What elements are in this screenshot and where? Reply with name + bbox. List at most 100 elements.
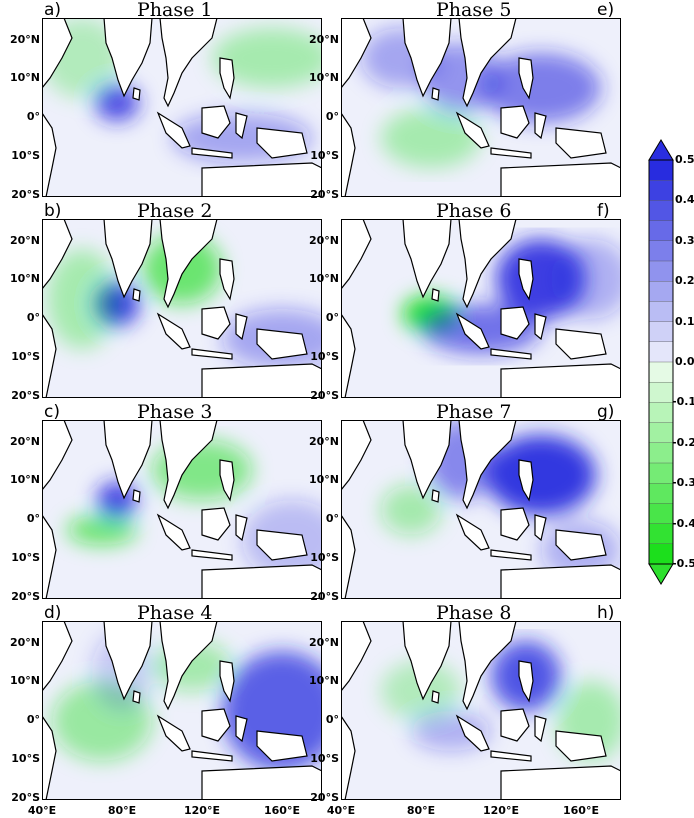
colorbar-band <box>648 462 674 484</box>
coastline <box>42 621 73 692</box>
latitude-tick-label: 20°S <box>11 590 40 603</box>
coastline <box>341 621 372 692</box>
coastline <box>191 147 233 159</box>
coastline <box>431 489 440 503</box>
latitude-tick-label: 0° <box>325 512 339 525</box>
colorbar-tick-label: -0.2 <box>672 435 694 449</box>
coastline <box>402 420 452 500</box>
latitude-tick-label: 20°S <box>310 389 339 402</box>
colorbar-lower-arrow <box>648 563 674 585</box>
map-frame <box>42 18 322 197</box>
colorbar-band <box>648 341 674 363</box>
colorbar-tick-label: 0.5 <box>675 153 694 166</box>
coastline <box>201 162 322 197</box>
coastline <box>455 513 490 551</box>
coastline <box>42 420 73 491</box>
panel-title: Phase 5 <box>436 0 512 21</box>
colorbar-upper-arrow <box>648 139 674 161</box>
coastline <box>201 708 231 742</box>
negative-anomaly-region <box>212 28 322 88</box>
coastline <box>500 765 621 800</box>
coastline <box>555 127 607 159</box>
coastline <box>201 507 231 541</box>
longitude-tick-label: 80°E <box>406 804 436 817</box>
map-panel-phase-2 <box>42 219 322 398</box>
coastline <box>341 420 372 491</box>
coastline <box>490 750 532 762</box>
positive-anomaly-region <box>486 435 596 515</box>
coastline <box>156 312 191 350</box>
coastline <box>500 564 621 599</box>
coastline <box>235 112 248 140</box>
coastline <box>534 715 547 743</box>
coastline <box>132 690 141 704</box>
coastline <box>458 219 517 309</box>
map-panel-phase-4 <box>42 621 322 800</box>
positive-anomaly-region <box>551 239 621 319</box>
latitude-tick-label: 20°S <box>310 791 339 804</box>
latitude-tick-label: 20°S <box>11 389 40 402</box>
latitude-tick-label: 10°N <box>9 473 40 486</box>
coastline <box>518 459 534 502</box>
colorbar-tick-label: 0.3 <box>675 233 694 247</box>
coastline <box>555 529 607 561</box>
latitude-tick-label: 0° <box>26 512 40 525</box>
positive-anomaly-region <box>481 53 601 123</box>
longitude-tick-label: 80°E <box>107 804 137 817</box>
coastline <box>219 660 235 703</box>
panel-label: b) <box>44 201 62 221</box>
latitude-tick-label: 20°N <box>9 435 40 448</box>
coastline <box>534 313 547 341</box>
panel-title: Phase 4 <box>137 602 213 624</box>
colorbar-band <box>648 180 674 202</box>
map-frame <box>341 219 621 398</box>
colorbar-band <box>648 260 674 282</box>
coastline <box>235 313 248 341</box>
longitude-tick-label: 40°E <box>27 804 57 817</box>
colorbar-tick-label: -0.5 <box>672 557 694 570</box>
coastline <box>156 111 191 149</box>
colorbar-band <box>648 402 674 424</box>
coastline <box>191 348 233 360</box>
coastline <box>455 111 490 149</box>
panel-title: Phase 6 <box>436 200 512 222</box>
positive-anomaly-region <box>97 482 137 518</box>
map-frame <box>42 219 322 398</box>
coastline <box>156 513 191 551</box>
colorbar <box>648 139 674 585</box>
coastline <box>235 514 248 542</box>
coastline <box>42 219 73 290</box>
latitude-tick-label: 10°S <box>310 551 339 564</box>
coastline <box>256 730 308 762</box>
panel-label: e) <box>597 0 615 20</box>
coastline <box>341 513 356 599</box>
latitude-tick-label: 0° <box>325 110 339 123</box>
panel-label: d) <box>44 603 62 623</box>
coastline <box>490 549 532 561</box>
latitude-tick-label: 10°S <box>310 149 339 162</box>
panel-title: Phase 8 <box>436 602 512 624</box>
coastline <box>490 348 532 360</box>
map-panel-phase-3 <box>42 420 322 599</box>
panel-label: f) <box>597 201 610 221</box>
map-frame <box>341 18 621 197</box>
coastline <box>103 18 153 98</box>
latitude-tick-label: 20°S <box>11 791 40 804</box>
coastline <box>103 621 153 701</box>
colorbar-band <box>648 321 674 343</box>
coastline <box>500 507 530 541</box>
coastline <box>42 111 57 197</box>
coastline <box>191 750 233 762</box>
positive-anomaly-region <box>95 85 139 121</box>
coastline <box>103 420 153 500</box>
coastline <box>402 219 452 299</box>
coastline <box>431 690 440 704</box>
colorbar-tick-label: -0.4 <box>672 516 694 530</box>
coastline <box>201 306 231 340</box>
coastline <box>201 105 231 139</box>
colorbar-band <box>648 543 674 565</box>
coastline <box>103 219 153 299</box>
latitude-tick-label: 20°N <box>9 234 40 247</box>
latitude-tick-label: 20°S <box>310 188 339 201</box>
latitude-tick-label: 20°S <box>11 188 40 201</box>
